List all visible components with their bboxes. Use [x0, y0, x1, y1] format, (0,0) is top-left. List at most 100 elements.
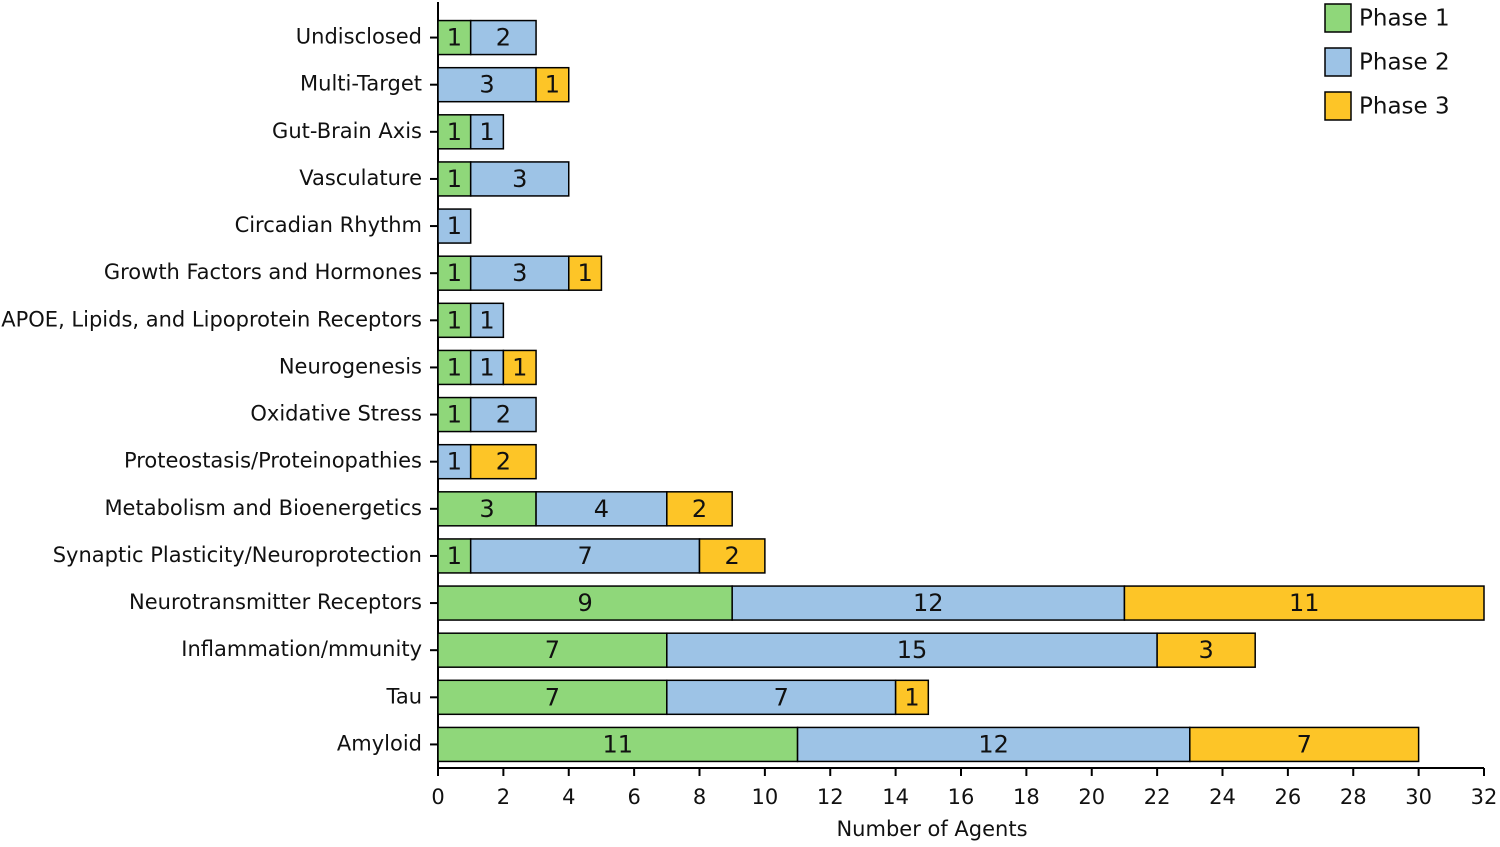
y-tick-label: Tau: [385, 684, 422, 708]
bar-segment: [568, 255, 603, 291]
data-label: 3: [512, 165, 527, 193]
x-tick-label: 26: [1275, 785, 1302, 809]
x-tick-label: 0: [431, 785, 444, 809]
data-label: 1: [479, 118, 494, 146]
bar-segment: [502, 349, 537, 386]
x-tick-label: 12: [817, 785, 844, 809]
bar-segment: [437, 726, 799, 763]
legend-swatch: [1324, 91, 1352, 121]
data-label: 1: [479, 306, 494, 334]
bar-segment: [469, 443, 537, 480]
legend-swatch: [1324, 47, 1352, 77]
data-label: 2: [496, 24, 511, 52]
legend-label: Phase 1: [1359, 6, 1450, 32]
data-label: 1: [447, 259, 462, 287]
data-label: 7: [577, 542, 592, 570]
x-tick-label: 16: [948, 785, 975, 809]
data-label: 4: [594, 495, 609, 523]
data-label: 2: [496, 448, 511, 476]
data-label: 7: [774, 683, 789, 711]
bar-segment: [535, 66, 570, 103]
x-tick-label: 28: [1340, 785, 1367, 809]
bar-segment: [437, 443, 472, 480]
y-tick-label: Neurotransmitter Receptors: [129, 590, 422, 614]
y-tick-label: Synaptic Plasticity/Neuroprotection: [53, 543, 422, 567]
bar-segment: [437, 66, 537, 103]
y-tick-label: APOE, Lipids, and Lipoprotein Receptors: [1, 307, 422, 331]
data-label: 11: [1289, 589, 1320, 617]
data-label: 1: [512, 353, 527, 381]
data-label: 3: [512, 259, 527, 287]
data-label: 9: [577, 589, 592, 617]
data-label: 1: [447, 165, 462, 193]
bar-segment: [437, 208, 472, 244]
bar-segment: [698, 538, 766, 574]
x-tick-label: 14: [882, 785, 909, 809]
x-tick-label: 32: [1471, 785, 1498, 809]
y-tick-label: Multi-Target: [300, 72, 422, 96]
data-label: 1: [447, 448, 462, 476]
y-tick-label: Circadian Rhythm: [235, 213, 422, 237]
y-tick-label: Oxidative Stress: [250, 402, 422, 426]
data-label: 12: [913, 589, 944, 617]
data-label: 7: [545, 636, 560, 664]
x-tick-label: 20: [1078, 785, 1105, 809]
bar-segment: [437, 255, 472, 291]
data-label: 11: [603, 730, 634, 758]
data-label: 1: [545, 71, 560, 99]
legend-label: Phase 3: [1359, 94, 1450, 120]
x-tick-label: 2: [497, 785, 510, 809]
data-label: 3: [479, 71, 494, 99]
y-tick-label: Growth Factors and Hormones: [104, 260, 422, 284]
data-label: 7: [545, 683, 560, 711]
data-label: 1: [447, 353, 462, 381]
x-axis-label: Number of Agents: [836, 817, 1027, 841]
x-tick-label: 24: [1209, 785, 1236, 809]
data-label: 3: [1199, 636, 1214, 664]
y-tick-label: Undisclosed: [296, 25, 422, 49]
x-tick-label: 10: [752, 785, 779, 809]
data-label: 1: [447, 542, 462, 570]
data-label: 1: [447, 212, 462, 240]
legend-swatch: [1324, 3, 1352, 33]
bar-segment: [437, 114, 472, 150]
bar-segment: [469, 255, 570, 291]
data-label: 1: [904, 683, 919, 711]
bar-segment: [437, 679, 668, 716]
data-label: 1: [447, 24, 462, 52]
bar-segment: [469, 396, 537, 433]
data-label: 2: [496, 401, 511, 429]
data-label: 3: [479, 495, 494, 523]
bar-segment: [469, 19, 537, 56]
bar-segment: [796, 726, 1191, 763]
bar-segment: [469, 161, 570, 197]
data-label: 15: [897, 636, 928, 664]
bar-segment: [894, 679, 930, 716]
data-label: 1: [447, 118, 462, 146]
bar-segment: [437, 585, 733, 621]
x-tick-label: 8: [693, 785, 706, 809]
bar-segment: [1189, 726, 1420, 763]
data-label: 7: [1297, 730, 1312, 758]
bar-segment: [437, 19, 472, 56]
y-tick-label: Neurogenesis: [279, 354, 422, 378]
data-label: 1: [577, 259, 592, 287]
x-tick-label: 22: [1144, 785, 1171, 809]
data-label: 1: [447, 306, 462, 334]
y-tick-label: Gut-Brain Axis: [272, 119, 422, 143]
x-tick-label: 4: [562, 785, 575, 809]
y-tick-label: Vasculature: [299, 166, 422, 190]
bar-segment: [437, 161, 472, 197]
data-label: 2: [692, 495, 707, 523]
bar-segment: [469, 114, 505, 150]
data-label: 2: [725, 542, 740, 570]
bar-segment: [469, 349, 505, 386]
legend-label: Phase 2: [1359, 50, 1450, 76]
x-tick-label: 6: [627, 785, 640, 809]
bar-segment: [666, 491, 733, 527]
y-tick-label: Proteostasis/Proteinopathies: [124, 449, 422, 473]
x-tick-label: 30: [1405, 785, 1432, 809]
y-tick-label: Inflammation/mmunity: [181, 637, 422, 661]
bar-segment: [469, 302, 505, 339]
